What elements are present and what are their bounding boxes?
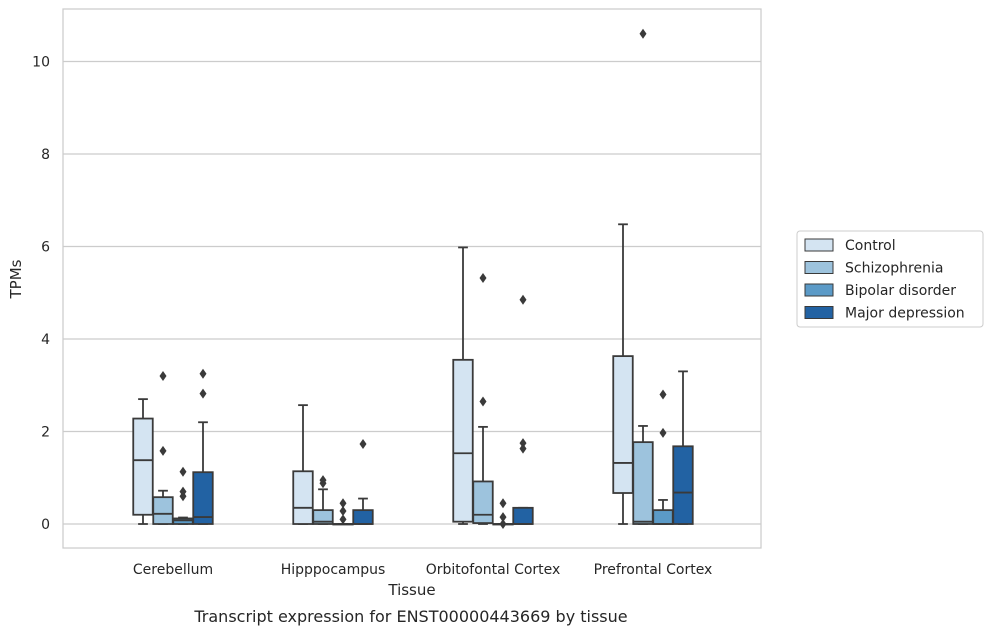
x-tick-label: Hipppocampus: [281, 562, 386, 578]
outlier-point: [499, 512, 507, 523]
iqr-box: [472, 480, 494, 524]
y-tick-label: 2: [41, 425, 50, 441]
plot-frame: [62, 8, 762, 549]
outlier-point: [519, 294, 527, 305]
outlier-point: [339, 506, 347, 517]
iqr-box: [512, 506, 534, 525]
gridlines: [63, 60, 761, 525]
outlier-point: [179, 491, 187, 502]
legend-label: Schizophrenia: [845, 261, 943, 277]
iqr-box: [292, 470, 314, 525]
x-tick-label: Cerebellum: [133, 562, 213, 578]
outlier-point: [479, 396, 487, 407]
box-major-depression: [672, 370, 694, 525]
outlier-point: [479, 272, 487, 283]
outlier-point: [179, 466, 187, 477]
y-tick-label: 6: [41, 240, 50, 256]
iqr-box: [632, 441, 654, 525]
iqr-box: [672, 445, 694, 525]
outlier-point: [639, 28, 647, 39]
box-schizophrenia: [632, 28, 654, 525]
legend-label: Bipolar disorder: [845, 283, 956, 299]
box-control: [292, 404, 314, 525]
outlier-point: [339, 514, 347, 525]
x-tick-label: Orbitofontal Cortex: [426, 562, 561, 578]
box-schizophrenia: [152, 371, 174, 525]
box-bipolar-disorder: [492, 498, 514, 529]
box-major-depression: [192, 368, 214, 525]
box-control: [452, 246, 474, 525]
chart-caption: Transcript expression for ENST0000044366…: [193, 607, 627, 626]
iqr-box: [172, 517, 194, 525]
outlier-point: [199, 388, 207, 399]
box-major-depression: [352, 438, 374, 525]
outlier-point: [659, 427, 667, 438]
box-bipolar-disorder: [652, 389, 674, 525]
box-plot-boxes: [132, 28, 694, 529]
outlier-point: [319, 478, 327, 489]
legend-swatch: [804, 238, 834, 252]
box-schizophrenia: [472, 272, 494, 525]
y-axis-label: TPMs: [7, 259, 25, 299]
box-major-depression: [512, 294, 534, 525]
y-tick-label: 4: [41, 332, 50, 348]
x-axis-label: Tissue: [387, 581, 435, 599]
y-tick-label: 10: [32, 55, 50, 71]
y-tick-label: 8: [41, 147, 50, 163]
outlier-point: [199, 368, 207, 379]
legend: Control Schizophrenia Bipolar disorder Majo…: [796, 230, 984, 328]
box-bipolar-disorder: [172, 466, 194, 525]
iqr-box: [352, 509, 374, 525]
outlier-point: [499, 498, 507, 509]
legend-swatch: [804, 306, 834, 319]
iqr-box: [652, 509, 674, 525]
outlier-point: [519, 438, 527, 449]
outlier-point: [159, 371, 167, 381]
iqr-box: [312, 509, 334, 525]
legend-swatch: [804, 283, 834, 297]
outlier-point: [359, 438, 367, 449]
y-tick-label: 0: [41, 517, 50, 533]
iqr-box: [452, 358, 474, 523]
box-bipolar-disorder: [332, 498, 354, 526]
iqr-box: [152, 496, 174, 525]
box-schizophrenia: [312, 475, 334, 525]
iqr-box: [132, 417, 154, 516]
outlier-point: [339, 498, 347, 509]
y-tick-labels: 0 2 4 6 8 10: [32, 55, 50, 534]
box-control: [132, 398, 154, 525]
legend-label: Major depression: [845, 306, 965, 322]
legend-swatch: [804, 261, 834, 274]
legend-label: Control: [845, 238, 896, 254]
outlier-point: [659, 389, 667, 400]
legend-frame: [796, 230, 984, 328]
x-tick-label: Prefrontal Cortex: [594, 562, 713, 578]
iqr-box: [612, 355, 634, 494]
x-tick-labels: Cerebellum Hipppocampus Orbitofontal Corte…: [133, 562, 712, 578]
outlier-point: [159, 445, 167, 456]
box-control: [612, 223, 634, 525]
outlier-point: [499, 519, 507, 529]
outlier-point: [519, 443, 527, 454]
iqr-box: [192, 471, 214, 525]
